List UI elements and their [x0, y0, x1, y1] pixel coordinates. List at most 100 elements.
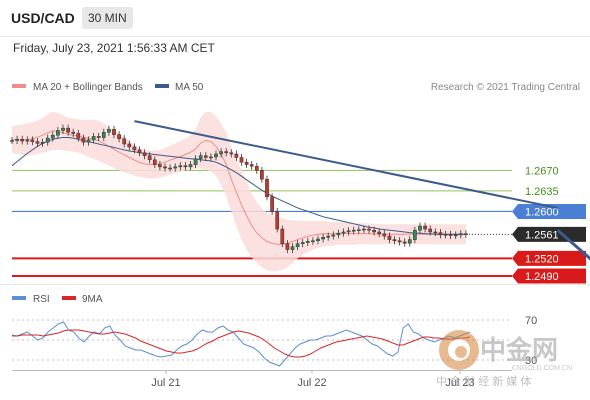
candle-body	[377, 231, 382, 234]
candle-body	[423, 225, 427, 230]
rsi-legend-swatch	[12, 296, 26, 300]
candle-body	[372, 229, 376, 233]
level-label-support: 1.2520	[525, 253, 559, 265]
projection-arrow-shaft	[556, 229, 590, 261]
candle-body	[407, 239, 412, 244]
ma50-legend-swatch	[155, 84, 169, 88]
candle-body	[229, 152, 234, 155]
candle-body	[249, 164, 254, 167]
level-tag-support	[512, 268, 586, 284]
level-tag-pivot	[512, 203, 586, 219]
candle-body	[346, 230, 351, 233]
candle-body	[397, 240, 402, 243]
candle-body	[101, 132, 106, 138]
rsi-panel: 70 30	[11, 315, 537, 367]
candle-body	[290, 246, 295, 250]
timeframe-button[interactable]: 30 MIN	[82, 7, 133, 29]
candle-body	[163, 166, 167, 169]
watermark-subtitle: CNGOLD.COM.CN	[512, 365, 572, 372]
time-tick-label: Jul 23	[445, 377, 474, 389]
ma20-legend-swatch	[12, 84, 26, 88]
rsi-tick-label: 30	[525, 355, 537, 367]
ma20-legend-label: MA 20 + Bollinger Bands	[33, 82, 143, 93]
candle-body	[137, 149, 142, 154]
candle-body	[56, 130, 60, 136]
price-panel: 1.2670 1.2635 1.2600 1.2561 1.2520 1.2490	[10, 111, 590, 284]
candle-body	[280, 228, 285, 244]
time-axis: Jul 21 Jul 22 Jul 23	[12, 370, 512, 389]
candle-body	[305, 241, 310, 243]
candle-body	[413, 229, 417, 240]
symbol-label: USD/CAD	[11, 10, 75, 26]
candle-body	[428, 228, 433, 233]
candle-body	[183, 165, 188, 168]
candle-body	[382, 233, 387, 237]
candle-body	[66, 127, 70, 133]
candle-body	[367, 228, 371, 231]
candle-body	[86, 139, 91, 143]
candle-body	[10, 140, 14, 142]
candle-body	[458, 233, 463, 236]
rsi-legend: RSI 9MA	[12, 294, 103, 305]
candle-body	[260, 170, 264, 180]
candle-body	[76, 133, 81, 139]
chart-header: USD/CAD 30 MIN	[0, 0, 590, 37]
candle-body	[254, 166, 259, 171]
candle-body	[122, 138, 127, 145]
candle-body	[433, 231, 438, 234]
candle-body	[326, 235, 331, 238]
candle-body	[351, 229, 356, 232]
timestamp-label: Friday, July 23, 2021 1:56:33 AM CET	[13, 41, 215, 55]
candle-body	[234, 153, 239, 158]
candle-body	[392, 239, 397, 242]
watermark: 中金网 CNGOLD.COM.CN 中 金 财 经 新 媒 体	[436, 330, 572, 388]
rsi-ma-line	[12, 329, 471, 358]
candle-body	[81, 137, 86, 143]
watermark-tagline: 中 金 财 经 新 媒 体	[436, 374, 531, 388]
candle-body	[295, 243, 300, 247]
candle-body	[239, 157, 244, 163]
candle-body	[147, 155, 152, 161]
candle-body	[198, 155, 203, 159]
rsi-ma-legend-label: 9MA	[82, 294, 103, 305]
level-label-current: 1.2561	[525, 229, 559, 241]
candle-body	[270, 196, 274, 212]
candle-body	[173, 166, 178, 169]
candle-body	[193, 158, 198, 165]
candle-body	[464, 233, 468, 235]
resistance-trendline	[134, 120, 558, 209]
rsi-tick-label: 70	[525, 315, 537, 327]
candle-body	[152, 159, 157, 165]
candle-body	[219, 151, 223, 155]
level-label-support: 1.2490	[525, 271, 559, 283]
candle-body	[107, 129, 111, 133]
main-legend: MA 20 + Bollinger Bands MA 50 Research ©…	[12, 82, 580, 93]
ma20-line	[12, 130, 466, 245]
candle-body	[40, 141, 45, 144]
candle-body	[275, 211, 280, 230]
candle-body	[285, 243, 290, 250]
candle-body	[30, 139, 35, 142]
rsi-ma-legend-swatch	[62, 296, 76, 300]
candle-body	[158, 164, 162, 168]
rsi-line	[11, 321, 471, 367]
candle-body	[71, 132, 76, 134]
candle-body	[438, 232, 443, 236]
watermark-title: 中金网	[480, 335, 558, 365]
candle-body	[132, 146, 137, 151]
candle-body	[402, 241, 407, 244]
candle-body	[341, 231, 346, 234]
candle-body	[142, 152, 147, 156]
candle-body	[244, 161, 249, 165]
candle-body	[265, 178, 269, 198]
candle-body	[112, 129, 116, 135]
level-label-resistance: 1.2670	[525, 165, 559, 177]
time-tick-label: Jul 21	[151, 377, 180, 389]
candle-body	[453, 234, 458, 237]
candle-body	[209, 156, 213, 159]
candle-body	[20, 139, 25, 142]
candle-body	[331, 234, 336, 237]
candle-body	[214, 153, 218, 158]
level-tag-support	[512, 250, 586, 266]
